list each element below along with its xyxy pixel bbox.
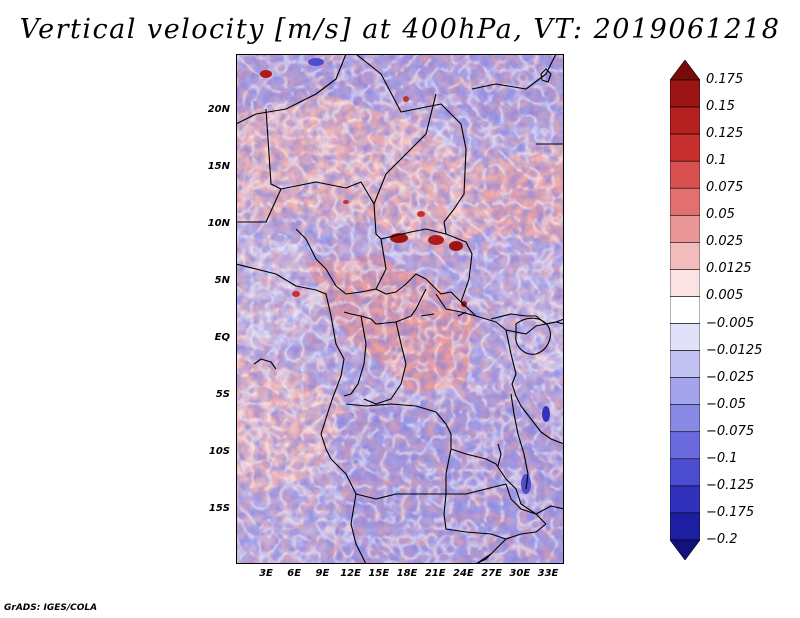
- latitude-label: EQ: [214, 332, 230, 343]
- longitude-label: 24E: [453, 568, 474, 579]
- colorbar-swatch: [670, 377, 700, 406]
- colorbar-swatch: [670, 106, 700, 135]
- latitude-label: 10S: [208, 446, 230, 457]
- grads-credit: GrADS: IGES/COLA: [4, 603, 98, 613]
- chart-title: Vertical velocity [m/s] at 400hPa, VT: 2…: [19, 14, 781, 45]
- colorbar-swatch: [670, 214, 700, 243]
- colorbar-label: −0.125: [706, 477, 755, 493]
- colorbar-label: −0.075: [706, 423, 755, 439]
- colorbar-swatch: [670, 512, 700, 541]
- longitude-label: 9E: [315, 568, 330, 579]
- colorbar-label: 0.175: [706, 72, 744, 87]
- longitude-label: 15E: [368, 568, 390, 579]
- colorbar-label: −0.005: [706, 315, 755, 331]
- longitude-label: 18E: [396, 568, 418, 579]
- latitude-label: 15N: [207, 161, 230, 172]
- colorbar-swatch: [670, 404, 700, 433]
- colorbar-swatch: [670, 296, 700, 324]
- colorbar-label: 0.1: [706, 153, 727, 169]
- colorbar-swatch: [670, 160, 700, 189]
- country-borders: [236, 54, 564, 564]
- latitude-label: 5N: [214, 275, 230, 286]
- latitude-label: 20N: [207, 104, 230, 115]
- colorbar-swatch: [670, 60, 700, 81]
- colorbar-label: 0.125: [706, 126, 744, 142]
- colorbar-swatch: [670, 242, 700, 270]
- colorbar-label: 0.05: [706, 207, 735, 223]
- longitude-label: 33E: [537, 568, 559, 579]
- colorbar-label: −0.1: [706, 450, 738, 466]
- colorbar-label: −0.175: [706, 504, 755, 520]
- colorbar-label: 0.075: [706, 180, 744, 196]
- colorbar-swatch: [670, 133, 700, 162]
- colorbar-swatch: [670, 350, 700, 378]
- colorbar-label: −0.025: [706, 369, 755, 385]
- colorbar-swatch: [670, 458, 700, 487]
- colorbar-swatch: [670, 187, 700, 216]
- colorbar-label: −0.0125: [706, 342, 763, 358]
- colorbar-label: −0.2: [706, 532, 738, 547]
- vertical-velocity-map: [236, 54, 564, 564]
- latitude-label: 15S: [208, 503, 230, 514]
- colorbar-label: −0.05: [706, 396, 746, 412]
- colorbar-swatch: [670, 269, 700, 297]
- colorbar-label: 0.15: [706, 99, 735, 115]
- colorbar-swatch: [670, 79, 700, 108]
- colorbar-swatch: [670, 485, 700, 514]
- colorbar-label: 0.0125: [706, 261, 752, 277]
- colorbar-swatch: [670, 323, 700, 351]
- longitude-label: 6E: [287, 568, 302, 579]
- latitude-label: 10N: [207, 218, 230, 229]
- colorbar-swatch: [670, 539, 700, 560]
- longitude-label: 30E: [509, 568, 531, 579]
- lakes: [420, 68, 552, 564]
- longitude-label: 3E: [259, 568, 273, 579]
- longitude-label: 12E: [340, 568, 361, 579]
- longitude-label: 21E: [424, 568, 446, 579]
- colorbar-label: 0.025: [706, 234, 744, 250]
- colorbar-swatch: [670, 431, 700, 460]
- latitude-label: 5S: [215, 389, 230, 400]
- colorbar: [670, 60, 700, 560]
- longitude-label: 27E: [481, 568, 502, 579]
- colorbar-label: 0.005: [706, 288, 744, 304]
